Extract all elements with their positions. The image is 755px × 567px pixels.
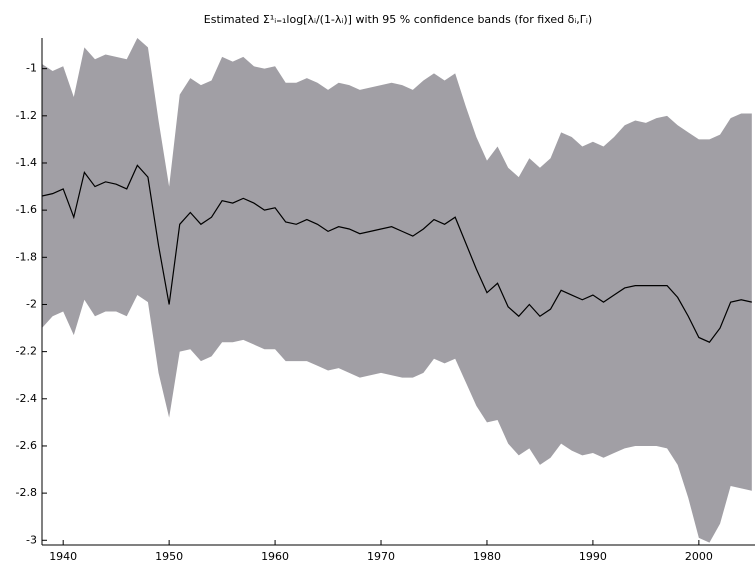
y-tick-label: -2.6 — [16, 439, 37, 452]
y-tick-label: -3 — [26, 533, 37, 546]
y-tick-label: -1 — [26, 62, 37, 75]
chart-title: Estimated Σ¹ᵢ₌₁log[λᵢ/(1-λᵢ)] with 95 % … — [204, 13, 592, 26]
y-tick-label: -2 — [26, 297, 37, 310]
y-tick-label: -1.8 — [16, 250, 37, 263]
x-tick-label: 1950 — [155, 550, 183, 563]
x-tick-label: 1960 — [261, 550, 289, 563]
x-tick-label: 1990 — [579, 550, 607, 563]
plot-area — [42, 38, 752, 543]
y-tick-label: -1.6 — [16, 203, 37, 216]
x-tick-label: 2000 — [685, 550, 713, 563]
estimate-line — [42, 164, 752, 343]
y-tick-label: -2.8 — [16, 486, 37, 499]
y-tick-label: -1.4 — [16, 156, 37, 169]
y-tick-label: -1.2 — [16, 109, 37, 122]
x-tick-label: 1940 — [49, 550, 77, 563]
x-tick-label: 1980 — [473, 550, 501, 563]
confidence-band — [42, 38, 752, 543]
x-tick-label: 1970 — [367, 550, 395, 563]
y-tick-label: -2.4 — [16, 392, 37, 405]
y-tick-label: -2.2 — [16, 345, 37, 358]
